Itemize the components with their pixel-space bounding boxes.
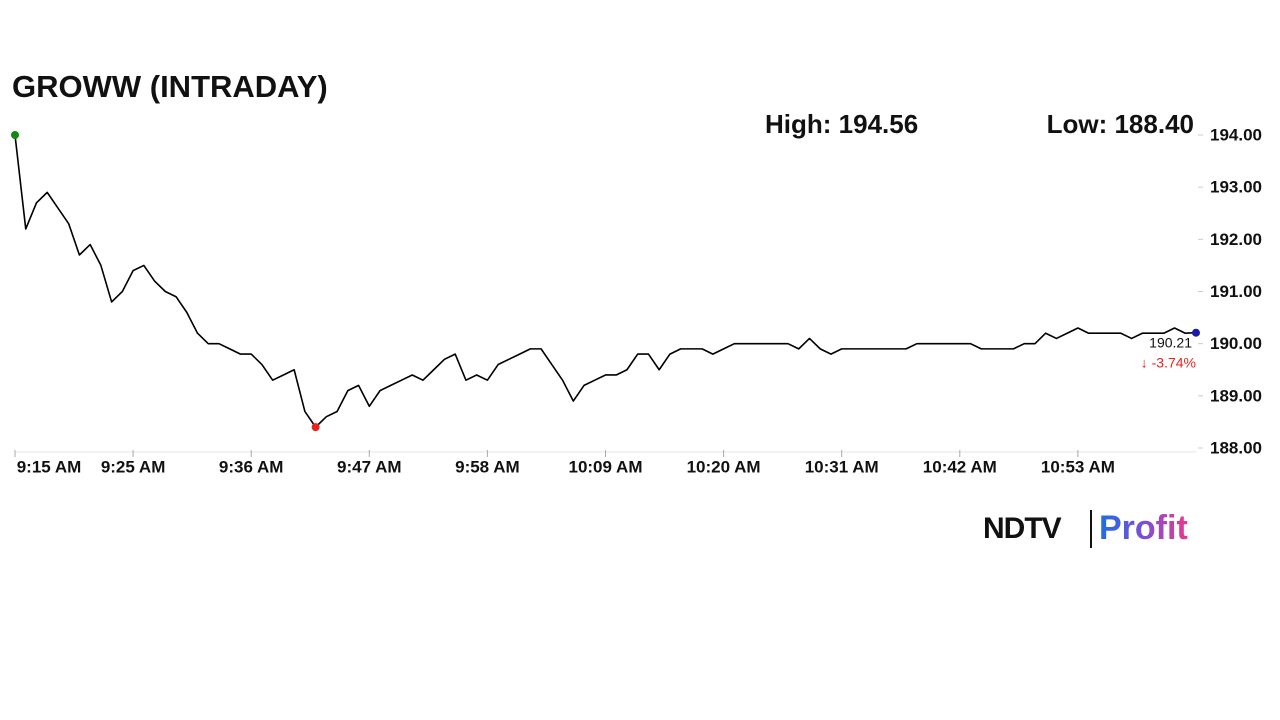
y-tick-label: 193.00 xyxy=(1210,178,1262,197)
y-tick-label: 189.00 xyxy=(1210,386,1262,405)
x-tick-label: 9:25 AM xyxy=(101,457,166,476)
y-tick-label: 190.00 xyxy=(1210,334,1262,353)
y-tick-label: 194.00 xyxy=(1210,125,1262,144)
low-label: Low: 188.40 xyxy=(1047,109,1194,139)
end-marker xyxy=(1192,328,1200,337)
change-label: ↓ -3.74% xyxy=(1141,355,1196,371)
brand-ndtv: NDTV xyxy=(983,512,1062,545)
x-tick-label: 9:15 AM xyxy=(17,457,82,476)
brand-profit: Profit xyxy=(1099,509,1188,547)
last-price: 190.21 xyxy=(1149,335,1192,351)
start-marker xyxy=(11,131,19,139)
x-tick-label: 10:20 AM xyxy=(687,457,761,476)
chart-title: GROWW (INTRADAY) xyxy=(12,69,328,104)
y-tick-label: 192.00 xyxy=(1210,230,1262,249)
high-label: High: 194.56 xyxy=(765,109,918,139)
x-tick-label: 10:42 AM xyxy=(923,457,997,476)
x-tick-label: 10:09 AM xyxy=(568,457,642,476)
y-tick-label: 191.00 xyxy=(1210,282,1262,301)
x-tick-label: 9:58 AM xyxy=(455,457,520,476)
x-tick-label: 9:47 AM xyxy=(337,457,402,476)
x-tick-label: 10:53 AM xyxy=(1041,457,1115,476)
x-tick-label: 10:31 AM xyxy=(805,457,879,476)
low-marker xyxy=(311,423,320,432)
x-tick-label: 9:36 AM xyxy=(219,457,284,476)
y-tick-label: 188.00 xyxy=(1210,438,1262,457)
price-line xyxy=(14,134,1197,428)
